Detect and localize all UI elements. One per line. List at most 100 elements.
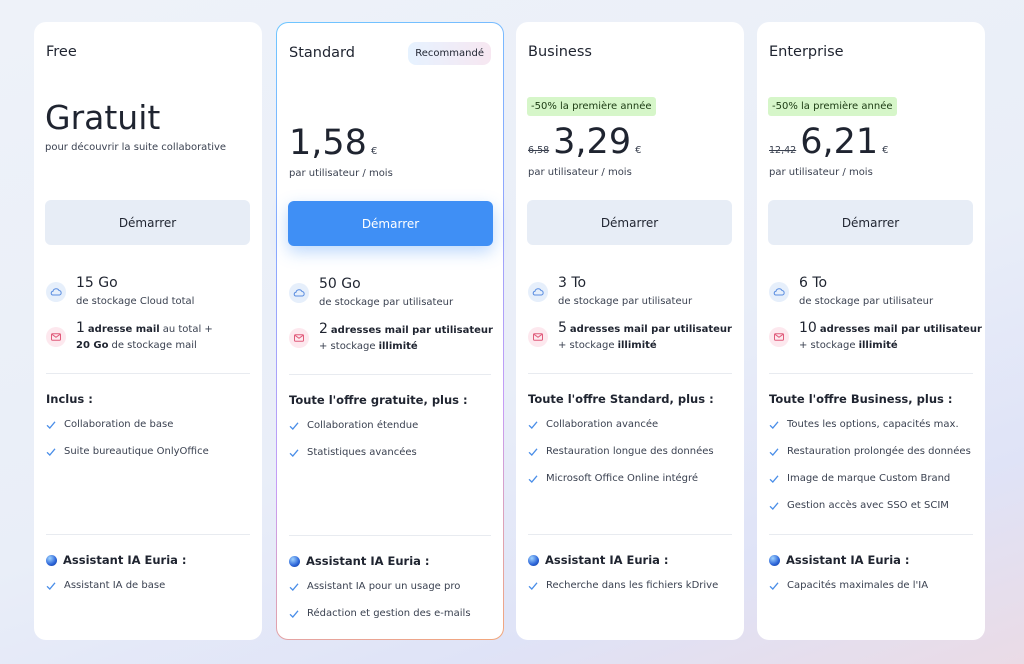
price-note: par utilisateur / mois <box>289 168 393 179</box>
currency: € <box>882 145 889 156</box>
mail-text: 2 <box>319 321 328 337</box>
mail-text: 20 Go <box>76 340 109 351</box>
mail-text: 5 <box>558 320 567 336</box>
mail-text: adresses mail par utilisateur <box>330 325 493 336</box>
feature: Restauration prolongée des données <box>769 446 971 457</box>
price-note: par utilisateur / mois <box>528 167 632 178</box>
feature-text: Collaboration de base <box>64 419 174 430</box>
mail-line: 1 adresse mail au total + <box>76 320 213 336</box>
ai-title: Assistant IA Euria : <box>46 553 187 567</box>
feature: Collaboration avancée <box>528 419 658 430</box>
features-title: Inclus : <box>46 392 93 406</box>
mail-text: adresse mail <box>87 324 160 335</box>
price-row: 6,58 3,29 € <box>528 120 641 164</box>
mail-text: + stockage <box>558 340 615 351</box>
mail-text: illimité <box>378 341 418 352</box>
start-button[interactable]: Démarrer <box>768 200 973 245</box>
cloud-icon <box>769 282 789 302</box>
start-button[interactable]: Démarrer <box>527 200 732 245</box>
price: 6,21 <box>800 122 879 162</box>
ai-title: Assistant IA Euria : <box>769 553 910 567</box>
ai-feature: Rédaction et gestion des e-mails <box>289 608 471 619</box>
mail-line: + stockage illimité <box>319 341 418 352</box>
ai-icon <box>289 555 300 567</box>
ai-feature-text: Recherche dans les fichiers kDrive <box>546 580 719 591</box>
mail-icon <box>769 327 789 347</box>
price-row: 1,58 € <box>289 121 377 165</box>
feature-text: Collaboration avancée <box>546 419 659 430</box>
mail-text: 10 <box>799 320 817 336</box>
feature: Gestion accès avec SSO et SCIM <box>769 500 949 511</box>
divider <box>528 373 732 374</box>
currency: € <box>370 146 378 157</box>
feature-text: Collaboration étendue <box>307 420 419 431</box>
storage-text: de stockage par utilisateur <box>799 296 934 307</box>
ai-feature: Recherche dans les fichiers kDrive <box>528 580 718 591</box>
feature-text: Toutes les options, capacités max. <box>787 419 959 430</box>
mail-icon <box>46 327 66 347</box>
mail-icon <box>289 328 309 348</box>
ai-feature: Capacités maximales de l'IA <box>769 580 928 591</box>
ai-title: Assistant IA Euria : <box>528 553 669 567</box>
feature: Microsoft Office Online intégré <box>528 473 698 484</box>
features-title: Toute l'offre Standard, plus : <box>528 392 714 406</box>
ai-icon <box>769 554 780 566</box>
feature: Collaboration étendue <box>289 420 418 431</box>
old-price: 12,42 <box>769 145 797 156</box>
badge: Recommandé <box>408 42 491 65</box>
old-price: 6,58 <box>528 145 550 156</box>
storage-text: de stockage par utilisateur <box>319 297 454 308</box>
feature-text: Suite bureautique OnlyOffice <box>64 446 209 457</box>
divider <box>46 373 250 374</box>
mail-icon <box>528 327 548 347</box>
mail-line: + stockage illimité <box>799 340 898 351</box>
feature-text: Restauration prolongée des données <box>787 446 971 457</box>
feature: Collaboration de base <box>46 419 173 430</box>
plan-name: Enterprise <box>769 44 844 60</box>
feature: Restauration longue des données <box>528 446 714 457</box>
feature-text: Microsoft Office Online intégré <box>546 473 699 484</box>
ai-icon <box>46 554 57 566</box>
price: 3,29 <box>553 122 632 162</box>
divider <box>528 534 732 535</box>
ai-title-text: Assistant IA Euria : <box>63 553 187 567</box>
ai-feature: Assistant IA pour un usage pro <box>289 581 460 592</box>
price: 1,58 <box>289 123 367 163</box>
mail-line: 10 adresses mail par utilisateur <box>799 320 982 336</box>
mail-text: 1 <box>76 320 85 336</box>
price: Gratuit <box>45 98 161 137</box>
feature-text: Statistiques avancées <box>307 447 417 458</box>
divider <box>289 374 491 375</box>
storage-amount: 6 To <box>799 275 828 291</box>
feature: Toutes les options, capacités max. <box>769 419 959 430</box>
promo-badge: -50% la première année <box>527 97 656 116</box>
mail-text: + stockage <box>319 341 376 352</box>
storage-amount: 50 Go <box>319 276 361 292</box>
plan-name: Standard <box>289 45 355 61</box>
cloud-icon <box>289 283 309 303</box>
price-row: 12,42 6,21 € <box>769 120 889 164</box>
mail-text: de stockage mail <box>111 340 197 351</box>
mail-text: illimité <box>858 340 898 351</box>
mail-text: adresses mail par utilisateur <box>819 324 982 335</box>
ai-title-text: Assistant IA Euria : <box>306 554 430 568</box>
storage-text: de stockage par utilisateur <box>558 296 693 307</box>
start-button[interactable]: Démarrer <box>45 200 250 245</box>
ai-feature-text: Capacités maximales de l'IA <box>787 580 929 591</box>
ai-feature: Assistant IA de base <box>46 580 165 591</box>
cloud-icon <box>46 282 66 302</box>
mail-text: au total + <box>162 324 213 335</box>
ai-feature-text: Assistant IA de base <box>64 580 166 591</box>
divider <box>46 534 250 535</box>
feature-text: Image de marque Custom Brand <box>787 473 951 484</box>
feature: Suite bureautique OnlyOffice <box>46 446 209 457</box>
ai-title-text: Assistant IA Euria : <box>786 553 910 567</box>
start-button[interactable]: Démarrer <box>288 201 493 246</box>
mail-text: illimité <box>617 340 657 351</box>
mail-line: 5 adresses mail par utilisateur <box>558 320 732 336</box>
features-title: Toute l'offre gratuite, plus : <box>289 393 468 407</box>
divider <box>769 534 973 535</box>
plan-name: Free <box>46 44 77 60</box>
feature: Image de marque Custom Brand <box>769 473 950 484</box>
